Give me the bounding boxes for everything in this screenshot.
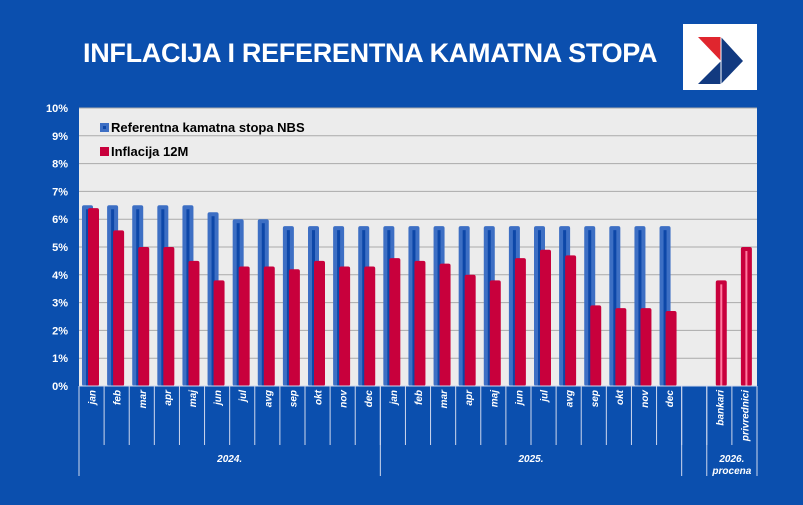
y-tick-label: 1% (52, 353, 68, 365)
rate-bar-inner (362, 230, 366, 386)
inflation-bar (540, 249, 551, 386)
inflation-bar (565, 255, 577, 386)
x-tick-label: jul (540, 390, 551, 404)
inflation-bar (188, 260, 200, 386)
page-title: INFLACIJA I REFERENTNA KAMATNA STOPA (83, 38, 658, 68)
logo (683, 24, 757, 90)
x-tick-label: mar (138, 389, 149, 408)
inflation-bar (163, 247, 175, 386)
inflation-bar (389, 258, 401, 386)
x-tick-label: okt (314, 389, 325, 405)
rate-bar-inner (261, 223, 265, 386)
x-tick-label: avg (263, 390, 274, 407)
inflation-bar (590, 305, 602, 386)
inflation-bar (489, 280, 501, 386)
y-tick-label: 2% (52, 325, 68, 337)
inflation-bar-forecast-inner (720, 284, 723, 386)
x-tick-label: jul (238, 390, 249, 404)
x-tick-label: mar (439, 389, 450, 408)
legend-inflation-label: Inflacija 12M (111, 144, 188, 159)
x-tick-label: nov (339, 389, 350, 408)
x-tick-label: privrednici (740, 390, 751, 442)
rate-bar-inner (412, 230, 416, 386)
group-label: 2025. (517, 454, 543, 465)
inflation-bar (263, 266, 275, 386)
rate-bar-inner (211, 216, 215, 386)
rate-bar-inner (387, 230, 391, 386)
y-tick-label: 0% (52, 381, 68, 393)
x-tick-label: nov (640, 389, 651, 408)
y-tick-label: 5% (52, 242, 68, 254)
rate-bar-inner (286, 230, 290, 386)
inflation-bar (665, 310, 677, 386)
x-tick-label: bankari (715, 390, 726, 426)
inflation-bar (138, 247, 150, 386)
rate-bar-inner (312, 230, 315, 386)
rate-bar-inner (161, 209, 165, 386)
y-tick-label: 8% (52, 159, 68, 171)
x-tick-label: maj (188, 390, 199, 407)
legend-rate-label: Referentna kamatna stopa NBS (111, 120, 305, 135)
x-tick-label: dec (665, 390, 676, 408)
rate-bar-inner (337, 230, 341, 386)
group-label: 2026. (718, 454, 744, 465)
inflation-bar-forecast-inner (745, 251, 748, 386)
inflation-bar (464, 274, 476, 386)
x-tick-label: apr (464, 389, 475, 406)
x-tick-label: feb (414, 390, 425, 405)
y-tick-label: 4% (52, 270, 68, 282)
inflation-bar (514, 258, 526, 386)
rate-bar-inner (563, 230, 567, 386)
x-tick-label: apr (163, 389, 174, 406)
inflation-bar (364, 266, 376, 386)
rate-bar-inner (588, 230, 592, 386)
legend-rate-swatch-inner (103, 126, 106, 129)
rate-bar-inner (186, 209, 190, 386)
x-tick-label: sep (288, 390, 299, 407)
rate-bar-inner (136, 209, 140, 386)
y-tick-label: 6% (52, 214, 68, 226)
rate-bar-inner (86, 209, 89, 386)
rate-bar-inner (512, 230, 516, 386)
inflation-bar (314, 260, 325, 386)
inflation-bar (339, 266, 351, 386)
inflation-bar (238, 266, 250, 386)
y-tick-label: 7% (52, 186, 68, 198)
x-tick-label: maj (489, 390, 500, 407)
x-tick-label: avg (565, 390, 576, 407)
inflation-bar (213, 280, 225, 386)
inflation-bar (640, 308, 652, 386)
inflation-bar (615, 308, 627, 386)
logo-arrow-icon (698, 37, 743, 84)
rate-bar-inner (613, 230, 617, 386)
inflation-bar (113, 230, 125, 386)
inflation-bar (414, 260, 426, 386)
x-tick-label: jan (389, 390, 400, 406)
x-tick-label: dec (364, 390, 375, 408)
group-sublabel: procena (711, 466, 751, 477)
x-tick-label: okt (615, 389, 626, 405)
y-tick-label: 9% (52, 131, 68, 143)
rate-bar-inner (462, 230, 466, 386)
rate-bar-inner (437, 230, 441, 386)
x-tick-label: jun (213, 390, 224, 407)
rate-bar-inner (111, 209, 115, 386)
rate-bar-inner (236, 223, 240, 386)
rate-bar-inner (487, 230, 491, 386)
x-tick-label: jan (88, 390, 99, 406)
inflation-bar (88, 208, 99, 386)
x-tick-label: feb (113, 390, 124, 405)
y-tick-label: 10% (46, 103, 68, 115)
x-tick-label: sep (590, 390, 601, 407)
rate-bar-inner (663, 230, 667, 386)
group-label: 2024. (216, 454, 242, 465)
legend-inflation-swatch (100, 147, 109, 156)
inflation-bar (288, 269, 300, 386)
rate-bar-inner (538, 230, 541, 386)
x-tick-label: jun (514, 390, 525, 407)
y-tick-label: 3% (52, 298, 68, 310)
inflation-bar (439, 263, 451, 386)
rate-bar-inner (638, 230, 642, 386)
